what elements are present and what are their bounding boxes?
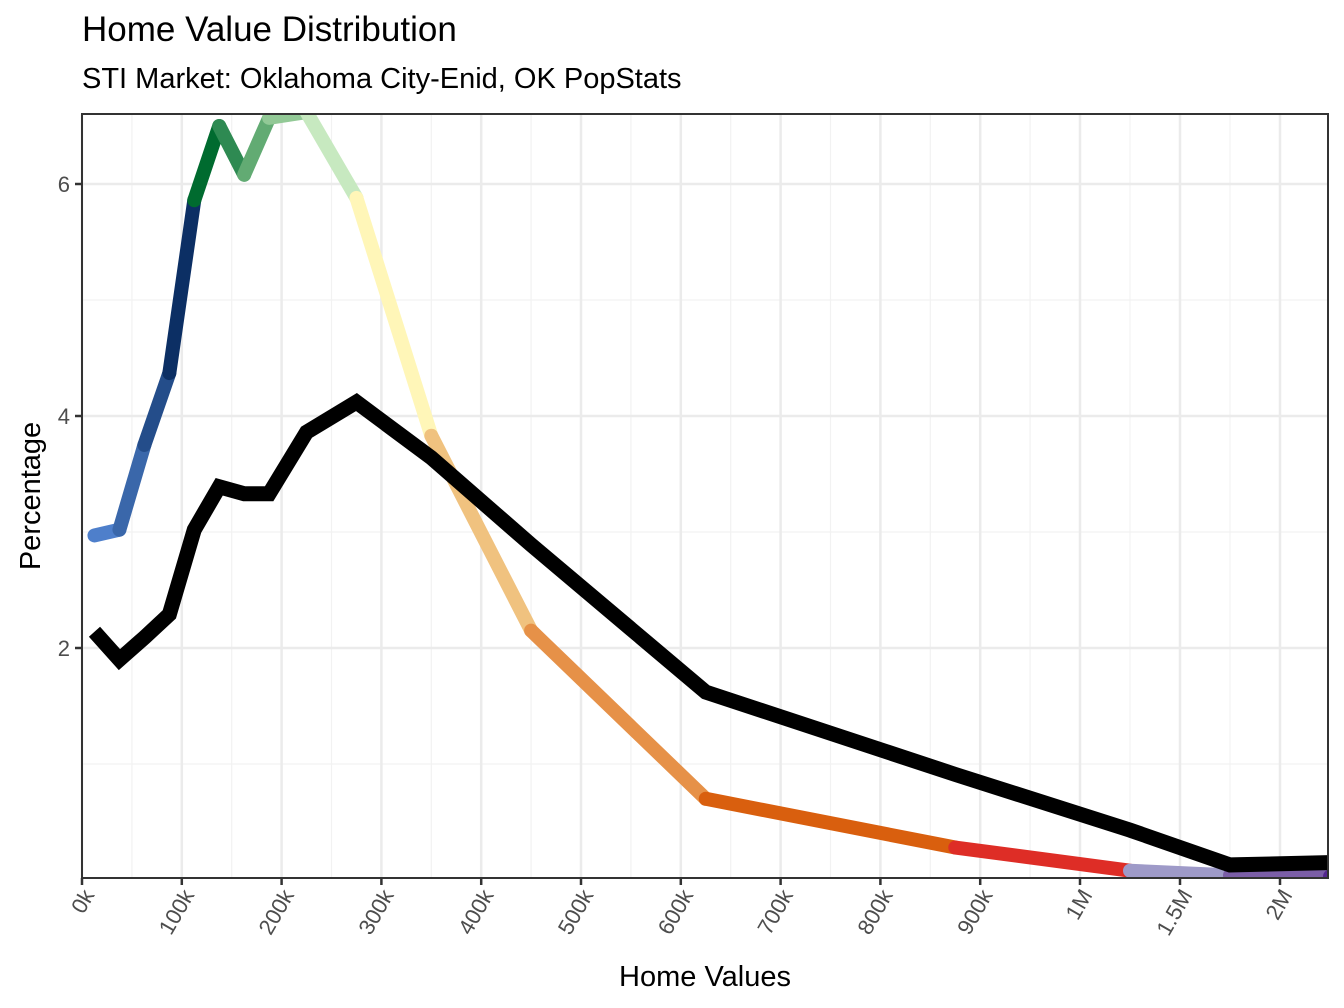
market-line-segment — [187, 119, 227, 208]
y-tick-label: 2 — [58, 636, 70, 661]
y-tick-label: 6 — [58, 172, 70, 197]
market-line-segment — [137, 366, 177, 452]
x-tick-label: 900k — [952, 884, 998, 939]
x-tick-label: 800k — [852, 884, 898, 939]
y-axis: 2 4 6 — [58, 172, 82, 661]
x-tick-label: 700k — [752, 884, 798, 939]
x-axis-label: Home Values — [619, 961, 791, 993]
market-line-segment — [1223, 868, 1328, 878]
x-tick-label: 1M — [1060, 885, 1097, 924]
x-axis: 0k 100k 200k 300k 400k 500k 600k 700k 800k 900k 1M… — [66, 878, 1297, 940]
market-line-segment — [212, 119, 252, 182]
x-tick-label: 500k — [553, 884, 599, 939]
y-tick-label: 4 — [58, 404, 70, 429]
x-tick-label: 600k — [653, 884, 699, 939]
market-line-segment — [162, 193, 202, 381]
y-axis-label: Percentage — [15, 422, 47, 570]
market-line-segment — [349, 190, 439, 443]
series-lines — [87, 114, 1328, 878]
chart-title: Home Value Distribution — [82, 10, 457, 49]
x-tick-label: 2M — [1260, 885, 1297, 924]
panel-border — [81, 113, 1329, 879]
x-tick-label: 200k — [253, 884, 299, 939]
x-tick-label: 100k — [154, 884, 200, 939]
market-line-segment — [1123, 863, 1237, 878]
x-tick-label: 0k — [66, 884, 100, 917]
market-line-end-point — [1323, 869, 1328, 878]
market-line-segment — [698, 791, 963, 855]
x-tick-label: 300k — [353, 884, 399, 939]
x-tick-label: 400k — [453, 884, 499, 939]
market-line-segment — [524, 623, 713, 806]
chart-subtitle: STI Market: Oklahoma City-Enid, OK PopSt… — [82, 63, 682, 95]
market-line-segment — [299, 114, 364, 205]
x-tick-label: 1.5M — [1151, 885, 1197, 940]
comparison-line — [88, 393, 1328, 873]
market-line-segment — [237, 114, 277, 182]
market-line-segment — [112, 438, 152, 537]
market-line-segment — [948, 840, 1137, 878]
